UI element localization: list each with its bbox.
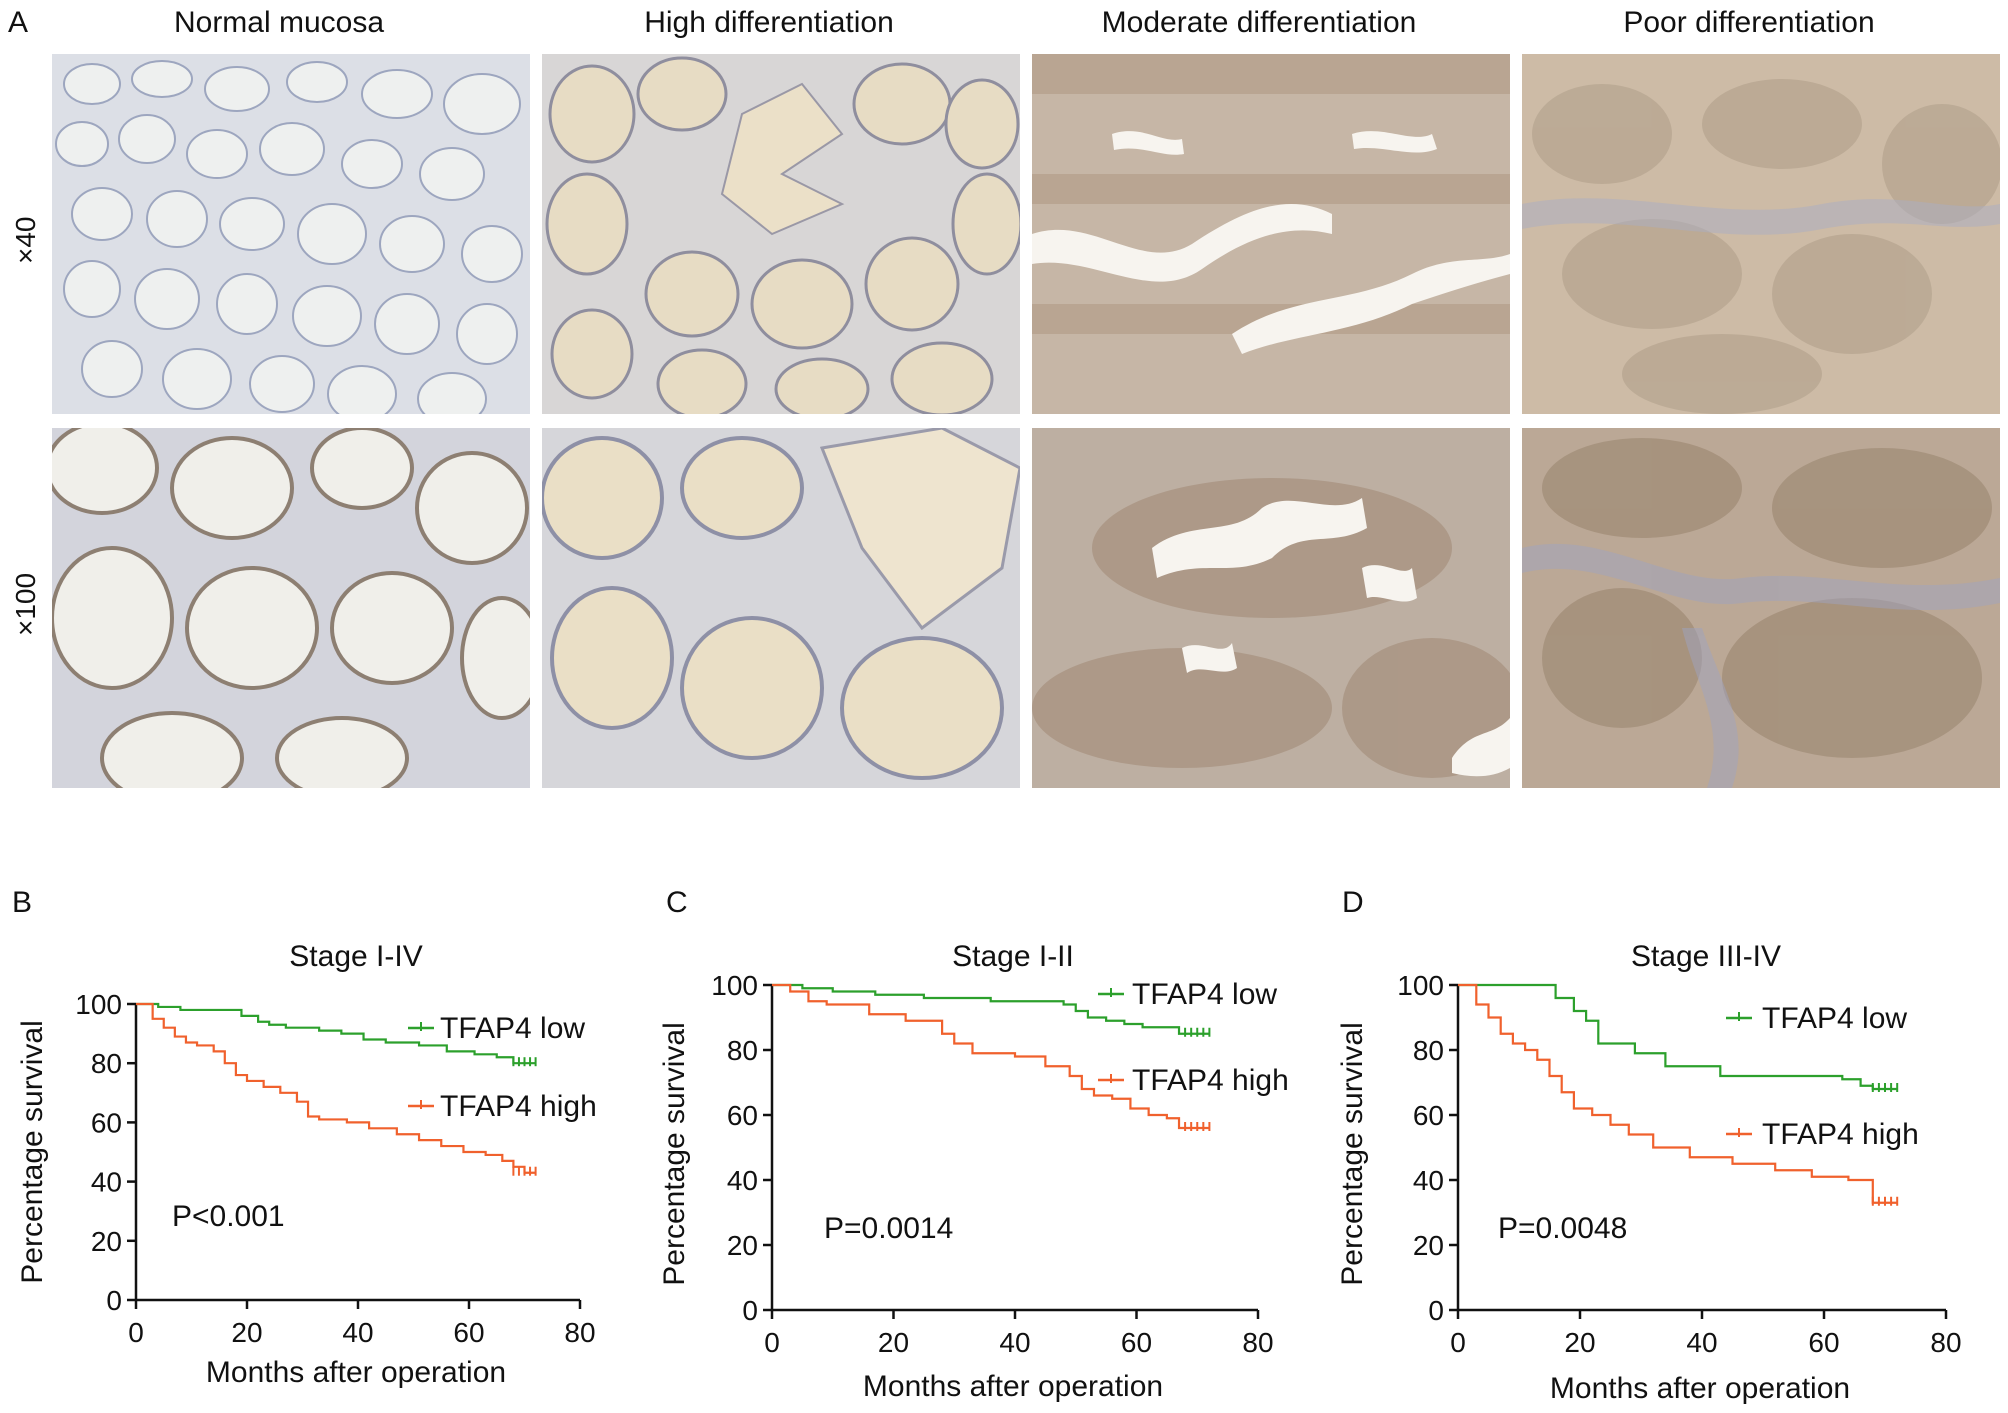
y-tick-label: 20 xyxy=(91,1226,122,1257)
survival-curve-high xyxy=(1458,983,1898,1204)
chart-d-legend-low: TFAP4 low xyxy=(1762,1002,1907,1035)
chart-d-xlabel: Months after operation xyxy=(1550,1372,1850,1405)
x-tick-label: 60 xyxy=(453,1317,484,1348)
micrograph-moderate-differentiation-x100 xyxy=(1032,428,1510,788)
chart-c-legend-high: TFAP4 high xyxy=(1132,1064,1289,1097)
x-tick-label: 80 xyxy=(564,1317,595,1348)
panel-a-letter: A xyxy=(8,6,29,39)
x-tick-label: 40 xyxy=(999,1327,1030,1358)
y-tick-label: 40 xyxy=(727,1165,758,1196)
panel-c-letter: C xyxy=(666,886,688,919)
micrograph-high-differentiation-x40 xyxy=(542,54,1020,414)
chart-b-xlabel: Months after operation xyxy=(206,1356,506,1389)
y-tick-label: 80 xyxy=(1413,1035,1444,1066)
chart-b-legend-high: TFAP4 high xyxy=(440,1090,597,1123)
chart-c-pvalue: P=0.0014 xyxy=(824,1212,953,1245)
chart-c-title: Stage I-II xyxy=(952,940,1074,973)
y-tick-label: 40 xyxy=(1413,1165,1444,1196)
micrograph-image xyxy=(52,428,530,788)
chart-c-legend-low: TFAP4 low xyxy=(1132,978,1277,1011)
chart-c-xlabel: Months after operation xyxy=(863,1370,1163,1403)
micrograph-high-differentiation-x100 xyxy=(542,428,1020,788)
y-tick-label: 40 xyxy=(91,1167,122,1198)
y-tick-label: 100 xyxy=(1397,970,1444,1001)
survival-curve-low xyxy=(772,983,1210,1035)
micrograph-image xyxy=(542,54,1020,414)
micrograph-image xyxy=(1522,54,2000,414)
micrograph-image xyxy=(1032,428,1510,788)
chart-c-plot: 0 20 40 60 80 0 20 40 60 80 100 xyxy=(711,970,1273,1358)
micrograph-image xyxy=(52,54,530,414)
survival-curve-low xyxy=(1458,983,1898,1091)
column-title-normal-mucosa: Normal mucosa xyxy=(173,6,385,39)
panel-d-letter: D xyxy=(1342,886,1364,919)
y-tick-label: 60 xyxy=(91,1107,122,1138)
y-tick-label: 100 xyxy=(75,989,122,1020)
chart-b-ylabel: Percentage survival xyxy=(16,1020,49,1283)
x-tick-label: 0 xyxy=(128,1317,144,1348)
micrograph-moderate-differentiation-x40 xyxy=(1032,54,1510,414)
chart-b-pvalue: P<0.001 xyxy=(172,1200,285,1233)
x-tick-label: 40 xyxy=(1686,1327,1717,1358)
micrograph-image xyxy=(542,428,1020,788)
micrograph-normal-mucosa-x40 xyxy=(52,54,530,414)
x-tick-label: 20 xyxy=(1564,1327,1595,1358)
x-tick-label: 40 xyxy=(342,1317,373,1348)
column-title-moderate-differentiation: Moderate differentiation xyxy=(1101,6,1417,39)
column-title-high-differentiation: High differentiation xyxy=(644,6,894,39)
micrograph-normal-mucosa-x100 xyxy=(52,428,530,788)
x-tick-label: 0 xyxy=(764,1327,780,1358)
chart-b-plot: 0 20 40 60 80 0 20 40 60 80 100 xyxy=(75,989,595,1348)
survival-curve-low xyxy=(136,1002,536,1065)
micrograph-poor-differentiation-x100 xyxy=(1522,428,2000,788)
chart-d-legend-high: TFAP4 high xyxy=(1762,1118,1919,1151)
chart-b-title: Stage I-IV xyxy=(289,940,422,973)
y-tick-label: 0 xyxy=(1428,1295,1444,1326)
chart-d-plot: 0 20 40 60 80 0 20 40 60 80 100 xyxy=(1397,970,1961,1358)
chart-c-ylabel: Percentage survival xyxy=(658,1022,691,1285)
survival-curve-high xyxy=(136,1002,536,1174)
chart-b-legend-low: TFAP4 low xyxy=(440,1012,585,1045)
micrograph-poor-differentiation-x40 xyxy=(1522,54,2000,414)
y-tick-label: 80 xyxy=(727,1035,758,1066)
chart-d-pvalue: P=0.0048 xyxy=(1498,1212,1627,1245)
y-tick-label: 20 xyxy=(1413,1230,1444,1261)
chart-d-ylabel: Percentage survival xyxy=(1336,1022,1369,1285)
micrograph-image xyxy=(1522,428,2000,788)
column-title-poor-differentiation: Poor differentiation xyxy=(1623,6,1875,39)
panel-b-letter: B xyxy=(12,886,32,919)
x-tick-label: 60 xyxy=(1808,1327,1839,1358)
y-tick-label: 60 xyxy=(727,1100,758,1131)
micrograph-image xyxy=(1032,54,1510,414)
survival-curve-high xyxy=(772,983,1210,1130)
y-tick-label: 60 xyxy=(1413,1100,1444,1131)
y-tick-label: 20 xyxy=(727,1230,758,1261)
x-tick-label: 80 xyxy=(1242,1327,1273,1358)
x-tick-label: 20 xyxy=(878,1327,909,1358)
y-tick-label: 100 xyxy=(711,970,758,1001)
chart-d-title: Stage III-IV xyxy=(1631,940,1781,973)
y-tick-label: 0 xyxy=(106,1285,122,1316)
x-tick-label: 60 xyxy=(1121,1327,1152,1358)
x-tick-label: 80 xyxy=(1930,1327,1961,1358)
y-tick-label: 80 xyxy=(91,1048,122,1079)
x-tick-label: 20 xyxy=(231,1317,262,1348)
x-tick-label: 0 xyxy=(1450,1327,1466,1358)
y-tick-label: 0 xyxy=(742,1295,758,1326)
